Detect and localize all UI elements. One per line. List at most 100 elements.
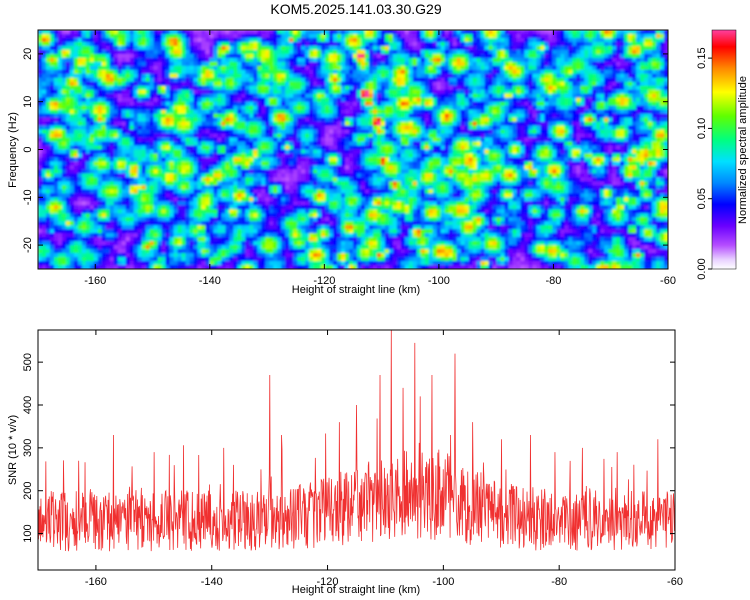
heatmap-cell (305, 121, 310, 127)
heatmap-cell (305, 45, 310, 51)
heatmap-cell (532, 65, 538, 71)
heatmap-cell (648, 125, 653, 131)
heatmap-cell (424, 65, 430, 71)
heatmap-cell (125, 141, 131, 147)
heatmap-cell (241, 85, 246, 91)
heatmap-cell (484, 49, 490, 55)
heatmap-cell (185, 145, 191, 151)
heatmap-cell (652, 109, 657, 115)
heatmap-cell (444, 117, 450, 123)
heatmap-cell (297, 37, 302, 43)
heatmap-cell (53, 49, 59, 55)
heatmap-cell (49, 81, 55, 87)
heatmap-cell (117, 129, 123, 135)
heatmap-cell (388, 149, 394, 155)
heatmap-cell (117, 37, 123, 43)
heatmap-cell (221, 49, 227, 55)
heatmap-cell (400, 101, 406, 107)
heatmap-cell (293, 145, 298, 151)
heatmap-cell (496, 37, 502, 43)
heatmap-cell (544, 113, 549, 119)
heatmap-cell (444, 101, 450, 107)
heatmap-cell (269, 141, 274, 147)
heatmap-cell (341, 45, 346, 51)
heatmap-cell (564, 69, 569, 75)
heatmap-cell (305, 53, 310, 59)
heatmap-cell (488, 81, 494, 87)
heatmap-cell (624, 73, 629, 79)
heatmap-cell (157, 85, 163, 91)
heatmap-cell (177, 41, 183, 47)
heatmap-cell (452, 101, 458, 107)
heatmap-cell (408, 89, 414, 95)
heatmap-cell (456, 45, 462, 51)
heatmap-cell (265, 125, 270, 131)
heatmap-cell (556, 113, 561, 119)
heatmap-cell (616, 109, 621, 115)
heatmap-cell (209, 145, 215, 151)
heatmap-cell (592, 73, 597, 79)
heatmap-cell (273, 53, 278, 59)
heatmap-cell (57, 49, 63, 55)
heatmap-cell (85, 49, 91, 55)
heatmap-cell (309, 117, 314, 123)
heatmap-cell (217, 45, 223, 51)
heatmap-cell (89, 117, 95, 123)
heatmap-cell (544, 30, 549, 35)
heatmap-cell (512, 65, 518, 71)
heatmap-cell (472, 49, 478, 55)
heatmap-cell (572, 109, 577, 115)
heatmap-cell (520, 129, 526, 135)
heatmap-cell (49, 137, 55, 143)
heatmap-cell (341, 81, 346, 87)
heatmap-cell (281, 125, 286, 131)
heatmap-cell (213, 153, 219, 159)
heatmap-cell (376, 77, 382, 83)
heatmap-cell (329, 153, 334, 159)
heatmap-cell (456, 117, 462, 123)
heatmap-cell (121, 61, 127, 67)
heatmap-cell (277, 81, 282, 87)
heatmap-cell (349, 97, 354, 103)
heatmap-cell (460, 33, 466, 39)
heatmap-cell (305, 49, 310, 55)
heatmap-cell (568, 109, 573, 115)
heatmap-cell (360, 129, 366, 135)
heatmap-cell (93, 89, 99, 95)
heatmap-cell (488, 61, 494, 67)
heatmap-cell (520, 57, 526, 63)
heatmap-cell (428, 69, 434, 75)
heatmap-cell (592, 53, 597, 59)
heatmap-cell (313, 137, 318, 143)
heatmap-cell (209, 93, 215, 99)
heatmap-cell (576, 149, 581, 155)
heatmap-cell (81, 65, 87, 71)
heatmap-cell (241, 133, 246, 139)
heatmap-cell (660, 41, 665, 47)
heatmap-cell (644, 105, 649, 111)
heatmap-cell (81, 121, 87, 127)
heatmap-cell (576, 49, 581, 55)
heatmap-cell (372, 97, 378, 103)
heatmap-cell (380, 93, 386, 99)
heatmap-cell (309, 89, 314, 95)
heatmap-cell (416, 61, 422, 67)
heatmap-cell (408, 125, 414, 131)
heatmap-cell (105, 49, 111, 55)
heatmap-cell (93, 129, 99, 135)
heatmap-cell (229, 33, 234, 39)
heatmap-cell (572, 141, 577, 147)
heatmap-cell (129, 73, 135, 79)
heatmap-cell (245, 33, 250, 39)
heatmap-cell (416, 101, 422, 107)
heatmap-cell (133, 149, 139, 155)
heatmap-cell (600, 53, 605, 59)
heatmap-cell (273, 129, 278, 135)
heatmap-cell (376, 61, 382, 67)
heatmap-cell (201, 45, 207, 51)
heatmap-cell (109, 45, 115, 51)
heatmap-cell (532, 85, 538, 91)
heatmap-cell (460, 81, 466, 87)
heatmap-cell (277, 33, 282, 39)
heatmap-cell (584, 77, 589, 83)
